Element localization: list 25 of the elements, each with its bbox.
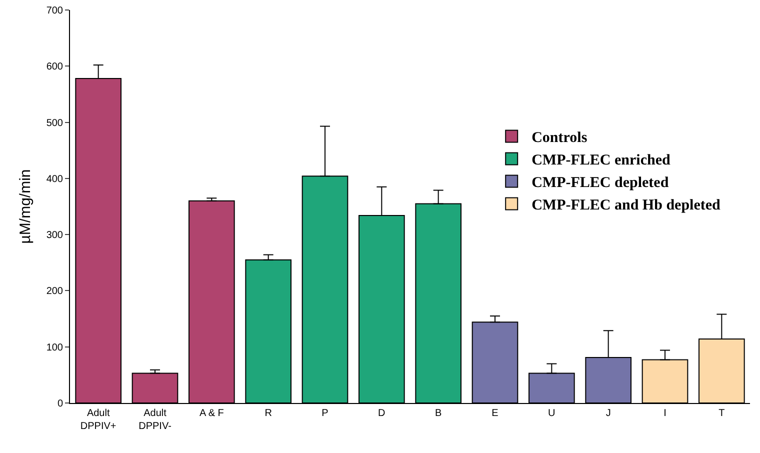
legend-label: CMP-FLEC depleted (532, 175, 670, 192)
x-tick-label: T (718, 408, 725, 419)
x-tick-label: J (606, 408, 611, 419)
x-tick-label: R (264, 408, 272, 419)
y-tick-label: 100 (46, 342, 64, 354)
x-tick-label: P (322, 408, 329, 419)
x-tick-label: B (434, 408, 442, 419)
y-tick-label: 300 (46, 230, 64, 242)
x-tick-label: E (492, 408, 499, 419)
y-tick-label: 700 (46, 6, 64, 16)
y-tick-label: 400 (46, 174, 64, 185)
x-tick-label: D (378, 408, 386, 419)
y-tick-label: 600 (46, 62, 64, 73)
y-axis-title: µM/mg/min (17, 169, 34, 244)
legend-label: CMP-FLEC and Hb depleted (532, 198, 722, 214)
y-tick-label: 200 (46, 286, 64, 298)
x-tick-label: U (548, 408, 556, 419)
legend-label: CMP-FLEC enriched (532, 152, 671, 169)
x-tick-label: Adult DPPIV+ (80, 408, 116, 432)
y-tick-label: 0 (57, 398, 64, 410)
x-tick-label: A & F (199, 408, 224, 419)
y-tick-label: 500 (46, 118, 64, 129)
x-tick-label: I (664, 408, 666, 419)
legend-label: Controls (532, 130, 588, 146)
x-tick-label: Adult DPPIV- (138, 408, 172, 432)
